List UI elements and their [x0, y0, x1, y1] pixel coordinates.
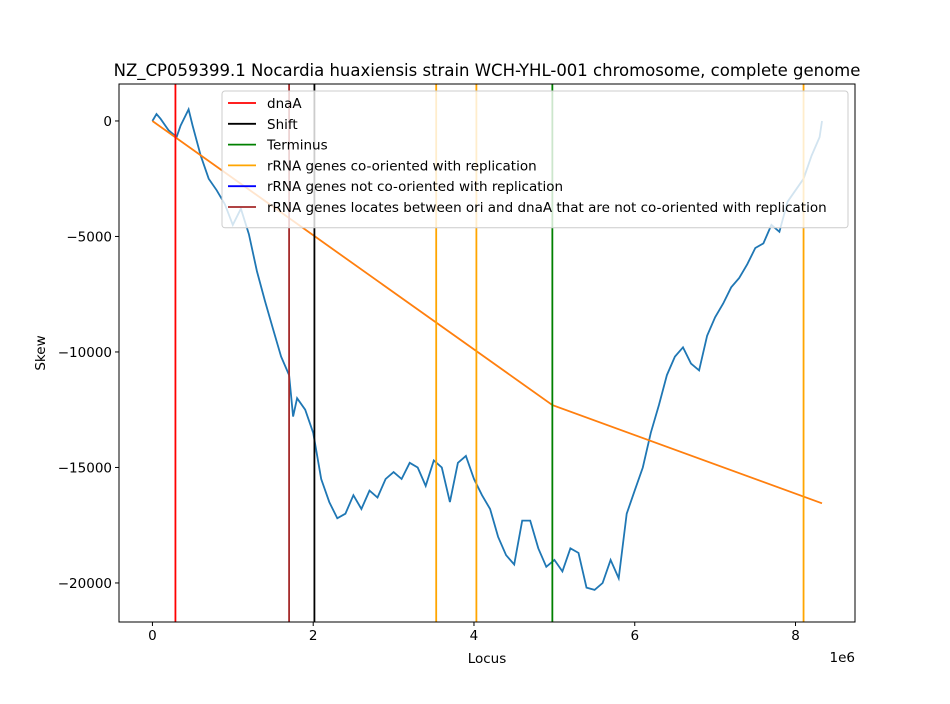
y-tick-label: −15000	[58, 460, 112, 476]
legend-label: rRNA genes not co-oriented with replicat…	[267, 179, 563, 195]
y-tick-label: −5000	[66, 229, 112, 245]
x-tick-label: 2	[309, 628, 318, 644]
plot-frame	[118, 83, 856, 623]
legend-box	[221, 90, 849, 229]
legend-label: rRNA genes co-oriented with replication	[267, 158, 537, 174]
x-axis-label: Locus	[468, 651, 507, 667]
legend-label: Shift	[267, 117, 298, 133]
x-tick-label: 0	[148, 628, 157, 644]
x-tick-label: 8	[791, 628, 800, 644]
x-offset-label: 1e6	[830, 650, 855, 666]
chart-title: NZ_CP059399.1 Nocardia huaxiensis strain…	[114, 61, 861, 81]
data-line	[151, 106, 823, 591]
y-tick-label: −10000	[58, 345, 112, 361]
y-axis-label: Skew	[33, 335, 49, 370]
x-tick-label: 4	[470, 628, 479, 644]
y-tick-label: 0	[103, 114, 112, 130]
legend-label: rRNA genes locates between ori and dnaA …	[267, 200, 827, 216]
x-tick-label: 6	[630, 628, 639, 644]
legend-label: dnaA	[267, 96, 302, 112]
y-tick-label: −20000	[58, 576, 112, 592]
legend-label: Terminus	[266, 138, 328, 154]
